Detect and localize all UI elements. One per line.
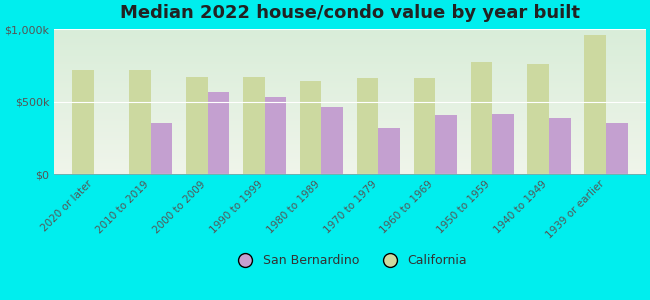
- Bar: [606, 123, 628, 174]
- Bar: [207, 92, 229, 174]
- Bar: [471, 62, 492, 174]
- Bar: [129, 70, 151, 174]
- Bar: [527, 64, 549, 174]
- Bar: [151, 123, 172, 174]
- Bar: [265, 97, 286, 174]
- Bar: [357, 79, 378, 174]
- Bar: [322, 107, 343, 174]
- Bar: [436, 115, 457, 174]
- Bar: [72, 70, 94, 174]
- Bar: [584, 35, 606, 174]
- Bar: [300, 81, 322, 174]
- Bar: [186, 77, 207, 174]
- Bar: [378, 128, 400, 174]
- Title: Median 2022 house/condo value by year built: Median 2022 house/condo value by year bu…: [120, 4, 580, 22]
- Bar: [492, 114, 514, 174]
- Bar: [549, 118, 571, 174]
- Legend: San Bernardino, California: San Bernardino, California: [227, 249, 473, 272]
- Bar: [243, 77, 265, 174]
- Bar: [413, 78, 436, 174]
